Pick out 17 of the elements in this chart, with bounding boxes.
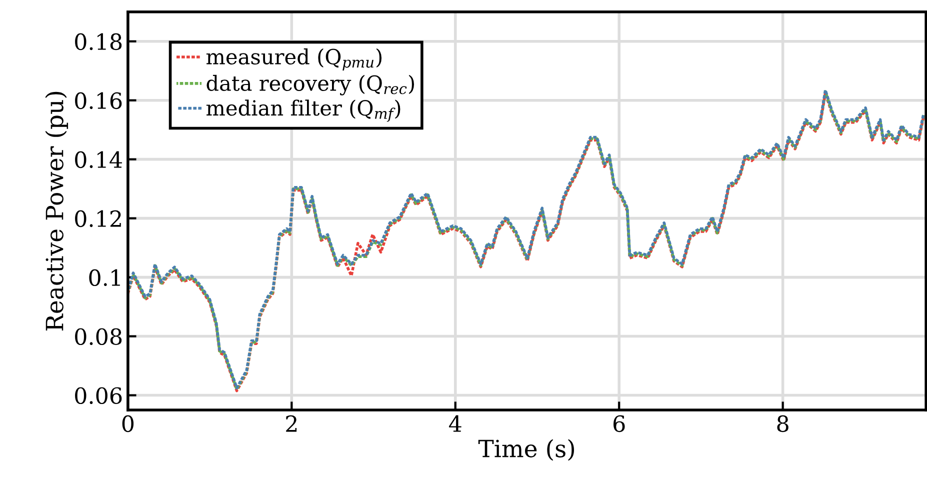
- legend-label: median filter (Q$_{mf}$): [206, 100, 400, 122]
- x-tick-label: 6: [614, 415, 625, 432]
- y-tick-label: 0.18: [75, 33, 122, 50]
- y-axis-title: Reactive Power (pu): [45, 92, 68, 331]
- x-tick-label: 4: [448, 415, 462, 432]
- y-tick-label: 0.14: [75, 151, 122, 168]
- x-axis-title: Time (s): [478, 439, 574, 461]
- y-tick-label: 0.12: [75, 210, 121, 228]
- x-tick-label: 0: [122, 415, 134, 432]
- y-tick-label: 0.16: [75, 92, 122, 110]
- y-tick-label: 0.1: [89, 269, 120, 286]
- x-tick-label: 2: [286, 415, 297, 432]
- y-tick-label: 0.06: [75, 387, 122, 404]
- legend-label: data recovery (Q$_{rec}$): [206, 74, 414, 96]
- legend-label: measured (Q$_{pmu}$): [206, 48, 382, 71]
- x-tick-label: 8: [777, 415, 788, 432]
- y-tick-label: 0.08: [75, 328, 122, 346]
